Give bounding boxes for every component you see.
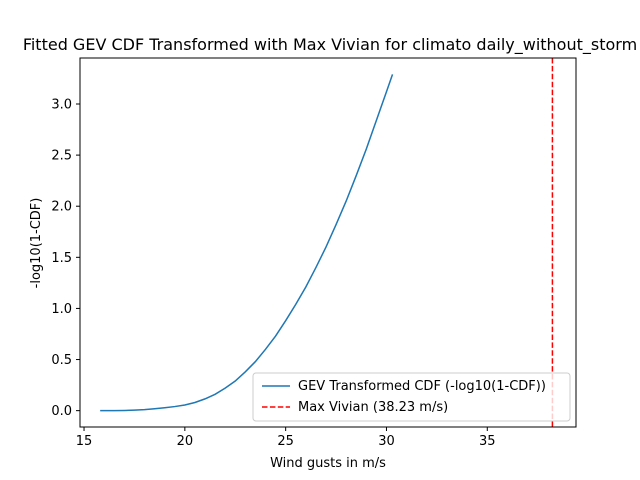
y-tick-label: 1.0 — [51, 302, 72, 317]
legend: GEV Transformed CDF (-log10(1-CDF)) Max … — [252, 372, 571, 422]
plot-frame — [79, 57, 577, 428]
chart-title: Fitted GEV CDF Transformed with Max Vivi… — [23, 35, 637, 55]
y-tick-label: 3.0 — [51, 97, 72, 112]
x-axis-label: Wind gusts in m/s — [270, 456, 386, 471]
y-axis-label: -log10(1-CDF) — [29, 198, 44, 289]
legend-frame — [252, 372, 571, 422]
legend-label-gev: GEV Transformed CDF (-log10(1-CDF)) — [298, 379, 546, 394]
x-tick-label: 35 — [479, 434, 496, 449]
x-tick-label: 25 — [277, 434, 294, 449]
series-line-gev — [100, 74, 394, 412]
y-tick-label: 0.5 — [51, 353, 72, 368]
legend-label-max: Max Vivian (38.23 m/s) — [298, 400, 448, 415]
x-tick-label: 30 — [378, 434, 395, 449]
x-tick-label: 20 — [177, 434, 194, 449]
x-axis: 15 20 25 30 35 — [76, 427, 496, 449]
y-tick-label: 2.0 — [51, 200, 72, 215]
y-axis: 0.0 0.5 1.0 1.5 2.0 2.5 3.0 — [51, 97, 80, 419]
y-tick-label: 0.0 — [51, 404, 72, 419]
x-tick-label: 15 — [76, 434, 93, 449]
y-tick-label: 1.5 — [51, 251, 72, 266]
y-tick-label: 2.5 — [51, 149, 72, 164]
plot-area — [100, 58, 554, 427]
